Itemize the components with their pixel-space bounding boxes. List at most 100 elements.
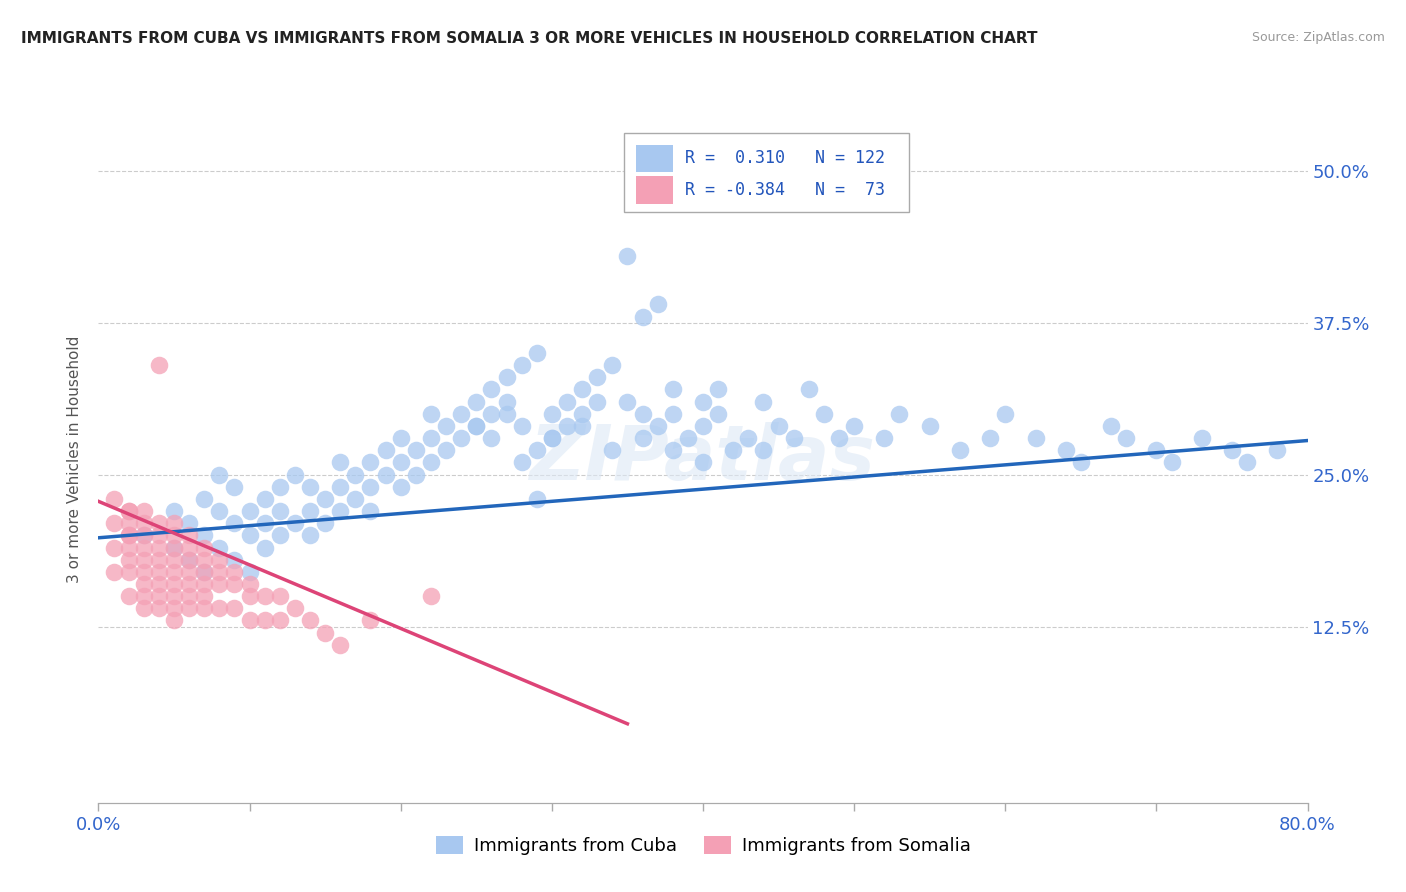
Point — [163, 614, 186, 628]
Point — [481, 431, 503, 445]
Point — [465, 419, 488, 434]
Text: R = -0.384   N =  73: R = -0.384 N = 73 — [685, 181, 884, 199]
Point — [148, 516, 170, 531]
Point — [269, 614, 291, 628]
Point — [737, 431, 759, 445]
Point — [132, 601, 155, 615]
Point — [284, 467, 307, 482]
Point — [118, 589, 141, 603]
Point — [434, 419, 457, 434]
Point — [571, 383, 593, 397]
Point — [389, 455, 412, 469]
Point — [179, 552, 201, 566]
Point — [239, 528, 262, 542]
Point — [239, 565, 262, 579]
Point — [193, 565, 215, 579]
Point — [1236, 455, 1258, 469]
Point — [253, 589, 276, 603]
Point — [828, 431, 851, 445]
Point — [179, 541, 201, 555]
Point — [314, 491, 336, 506]
Point — [420, 455, 443, 469]
Point — [132, 565, 155, 579]
Point — [208, 601, 231, 615]
Point — [768, 419, 790, 434]
Point — [314, 516, 336, 531]
Point — [118, 552, 141, 566]
Legend: Immigrants from Cuba, Immigrants from Somalia: Immigrants from Cuba, Immigrants from So… — [429, 829, 977, 863]
Point — [103, 491, 125, 506]
Point — [1099, 419, 1122, 434]
Point — [540, 431, 562, 445]
Point — [163, 577, 186, 591]
Point — [253, 491, 276, 506]
Text: R =  0.310   N = 122: R = 0.310 N = 122 — [685, 149, 884, 168]
Point — [752, 443, 775, 458]
Point — [208, 467, 231, 482]
Point — [132, 516, 155, 531]
Point — [208, 541, 231, 555]
Point — [707, 383, 730, 397]
Point — [420, 407, 443, 421]
Point — [510, 455, 533, 469]
Point — [949, 443, 972, 458]
Point — [253, 541, 276, 555]
Point — [434, 443, 457, 458]
Point — [571, 407, 593, 421]
Point — [148, 552, 170, 566]
Point — [284, 516, 307, 531]
Point — [647, 297, 669, 311]
Point — [360, 614, 382, 628]
Point — [797, 383, 820, 397]
Point — [813, 407, 835, 421]
Point — [193, 541, 215, 555]
Point — [103, 565, 125, 579]
Point — [132, 528, 155, 542]
Point — [389, 431, 412, 445]
Point — [329, 480, 352, 494]
Point — [179, 601, 201, 615]
Point — [163, 589, 186, 603]
Point — [299, 528, 322, 542]
Point — [163, 541, 186, 555]
Point — [269, 504, 291, 518]
Point — [555, 394, 578, 409]
Point — [420, 589, 443, 603]
Point — [526, 346, 548, 360]
Point — [661, 383, 683, 397]
Point — [179, 577, 201, 591]
Point — [193, 601, 215, 615]
Point — [193, 491, 215, 506]
Point — [1267, 443, 1289, 458]
Point — [179, 528, 201, 542]
Y-axis label: 3 or more Vehicles in Household: 3 or more Vehicles in Household — [67, 335, 83, 583]
Point — [510, 419, 533, 434]
Point — [179, 552, 201, 566]
Point — [510, 358, 533, 372]
Point — [540, 407, 562, 421]
Point — [555, 419, 578, 434]
Point — [132, 589, 155, 603]
Point — [495, 370, 517, 384]
Point — [616, 394, 638, 409]
Point — [1191, 431, 1213, 445]
Point — [163, 504, 186, 518]
Point — [118, 504, 141, 518]
Point — [344, 491, 367, 506]
Point — [481, 383, 503, 397]
Point — [239, 589, 262, 603]
Point — [193, 589, 215, 603]
Point — [1054, 443, 1077, 458]
Point — [118, 528, 141, 542]
Point — [193, 552, 215, 566]
Point — [148, 565, 170, 579]
Point — [132, 528, 155, 542]
Point — [118, 541, 141, 555]
Point — [163, 601, 186, 615]
Point — [1115, 431, 1137, 445]
Point — [465, 419, 488, 434]
Point — [193, 577, 215, 591]
Point — [465, 394, 488, 409]
Point — [616, 249, 638, 263]
Point — [224, 577, 246, 591]
